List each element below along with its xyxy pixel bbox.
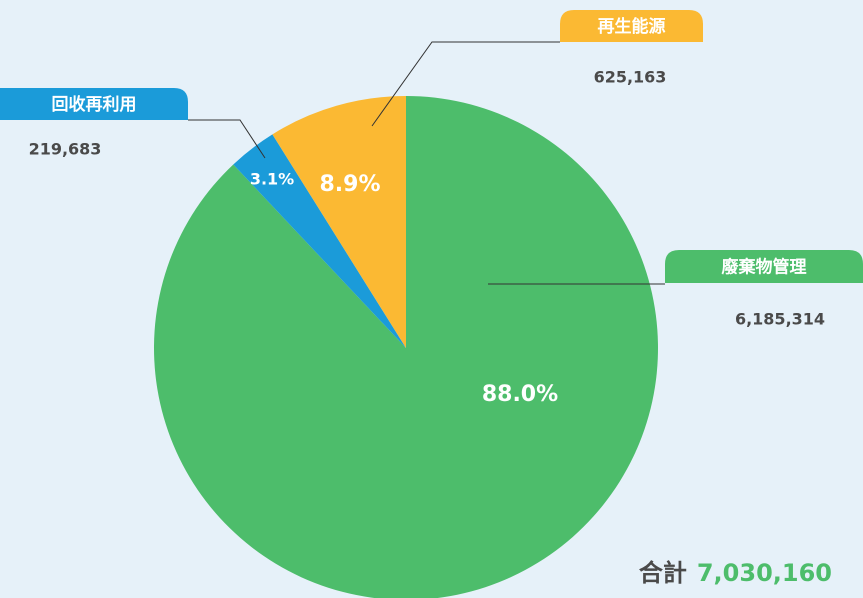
category-label: 廢棄物管理 (722, 257, 807, 278)
leader-line (371, 41, 560, 127)
total: 合計 7,030,160 (639, 559, 832, 587)
slice (154, 96, 658, 598)
total-value: 7,030,160 (697, 559, 832, 587)
label-tab (0, 88, 188, 120)
slice (233, 134, 406, 348)
value-label: 219,683 (29, 140, 102, 159)
leader-line (188, 119, 266, 159)
percentage-label: 88.0% (482, 382, 558, 407)
slice (272, 96, 406, 348)
category-label: 回收再利用 (52, 94, 137, 115)
category-label: 再生能源 (598, 16, 666, 37)
total-label: 合計 (639, 559, 687, 587)
percentage-label: 3.1% (250, 170, 294, 189)
label-tab (560, 10, 703, 42)
label-tab (665, 250, 863, 283)
value-label: 6,185,314 (735, 310, 825, 329)
percentage-label: 8.9% (319, 172, 380, 197)
value-label: 625,163 (594, 68, 667, 87)
